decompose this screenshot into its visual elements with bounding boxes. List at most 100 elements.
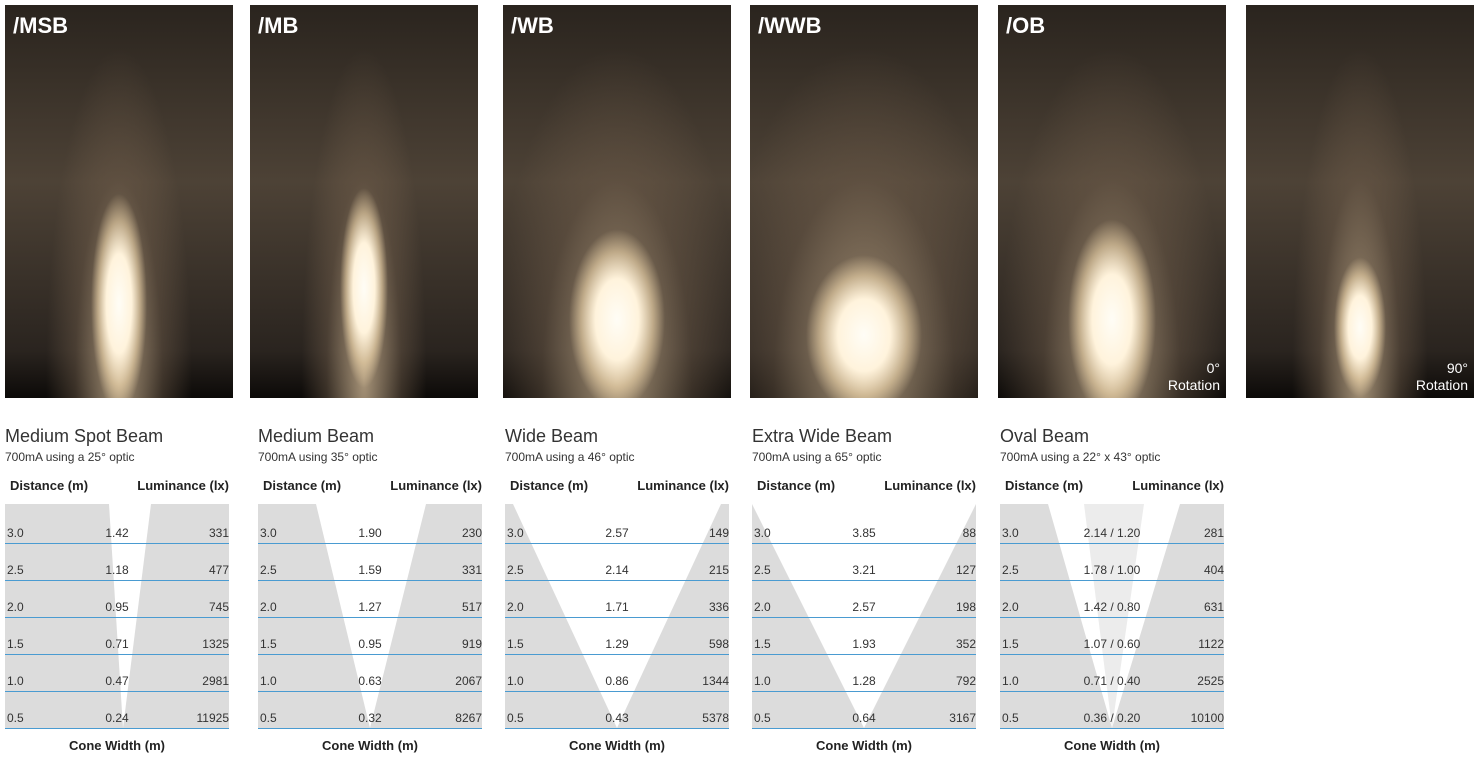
- luminance: 198: [955, 600, 976, 614]
- beam-code: /WB: [511, 13, 554, 38]
- cone-width: 2.14 / 1.20: [1083, 526, 1141, 540]
- header: Distance (m): [263, 478, 342, 493]
- table-row: 2.5 1.59 331: [258, 543, 482, 581]
- luminance: 2525: [1197, 674, 1224, 688]
- table-row: 1.0 0.71 / 0.40 2525: [1000, 654, 1224, 692]
- luminance: 517: [461, 600, 482, 614]
- beam-table: Extra Wide Beam 700mA using a 65° optic Di…: [752, 426, 976, 758]
- table-row: 0.5 0.64 3167: [752, 691, 976, 729]
- cone-width: 0.95: [358, 637, 382, 651]
- table-subtitle: 700mA using a 25° optic: [5, 450, 135, 464]
- distance: 1.0: [1002, 674, 1019, 688]
- distance: 1.0: [260, 674, 277, 688]
- table-row: 1.0 0.86 1344: [505, 654, 729, 692]
- luminance: 1122: [1198, 637, 1224, 651]
- cone-width: 1.93: [852, 637, 876, 651]
- luminance: 1325: [202, 637, 229, 651]
- table-subtitle: 700mA using a 65° optic: [752, 450, 882, 464]
- rotation-angle: 90°: [1446, 360, 1468, 376]
- distance: 3.0: [7, 526, 24, 540]
- cone-width: 0.24: [105, 711, 129, 725]
- distance: 2.0: [260, 600, 277, 614]
- table-row: 1.0 0.47 2981: [5, 654, 229, 692]
- table-title: Medium Beam: [258, 426, 375, 446]
- cone-width: 1.27: [358, 600, 382, 614]
- table-title: Wide Beam: [505, 426, 599, 446]
- luminance: 230: [461, 526, 482, 540]
- cone-width: 1.42 / 0.80: [1083, 600, 1141, 614]
- table-subtitle: 700mA using a 22° x 43° optic: [1000, 450, 1161, 464]
- table-row: 1.0 0.63 2067: [258, 654, 482, 692]
- table-row: 1.5 1.93 352: [752, 617, 976, 655]
- beam-table: Medium Beam 700mA using 35° optic Distance…: [258, 426, 482, 758]
- cone-width: 0.32: [358, 711, 382, 725]
- rotation-note: 90° Rotation: [1416, 360, 1468, 394]
- cone-width: 0.86: [605, 674, 629, 688]
- distance: 2.5: [1002, 563, 1019, 577]
- table-footer: Cone Width (m): [1064, 738, 1160, 753]
- header: Distance (m): [1005, 478, 1084, 493]
- distance: 2.0: [754, 600, 771, 614]
- beam-code: /OB: [1006, 13, 1046, 38]
- distance: 3.0: [507, 526, 524, 540]
- distance: 1.5: [1002, 637, 1019, 651]
- rotation-note: 0° Rotation: [1168, 360, 1220, 394]
- distance: 1.5: [260, 637, 277, 651]
- beam-image: 90° Rotation: [1246, 5, 1474, 398]
- table-row: 2.5 2.14 215: [505, 543, 729, 581]
- table-row: 2.5 1.18 477: [5, 543, 229, 581]
- beam-image: /WB: [503, 5, 731, 398]
- cone-width: 1.42: [105, 526, 129, 540]
- table-row: 2.5 3.21 127: [752, 543, 976, 581]
- header: Luminance (lx): [637, 478, 729, 493]
- distance: 0.5: [754, 711, 771, 725]
- distance: 2.5: [754, 563, 771, 577]
- luminance: 127: [955, 563, 976, 577]
- luminance: 11925: [196, 711, 229, 725]
- luminance: 404: [1203, 563, 1224, 577]
- cone-width: 0.63: [358, 674, 382, 688]
- table-title: Oval Beam: [1000, 426, 1090, 446]
- cone-diagram: [1000, 504, 1224, 728]
- rotation-angle: 0°: [1206, 360, 1220, 376]
- cone-width: 0.71 / 0.40: [1083, 674, 1141, 688]
- beam-image: /WWB: [750, 5, 978, 398]
- luminance: 477: [208, 563, 229, 577]
- header: Luminance (lx): [137, 478, 229, 493]
- table-row: 0.5 0.24 11925: [5, 691, 229, 729]
- table-title: Extra Wide Beam: [752, 426, 893, 446]
- luminance: 2981: [202, 674, 229, 688]
- distance: 1.5: [754, 637, 771, 651]
- distance: 3.0: [754, 526, 771, 540]
- header: Distance (m): [757, 478, 836, 493]
- distance: 2.0: [1002, 600, 1019, 614]
- distance: 1.0: [754, 674, 771, 688]
- distance: 0.5: [1002, 711, 1019, 725]
- beam-image: /MSB: [5, 5, 233, 398]
- table-row: 2.0 1.71 336: [505, 580, 729, 618]
- luminance: 792: [955, 674, 976, 688]
- distance: 0.5: [7, 711, 24, 725]
- cone-width: 1.29: [605, 637, 629, 651]
- table-row: 1.5 1.29 598: [505, 617, 729, 655]
- table-row: 2.0 2.57 198: [752, 580, 976, 618]
- distance: 2.5: [260, 563, 277, 577]
- rotation-text: Rotation: [1167, 377, 1220, 393]
- beam-code: /WWB: [758, 13, 822, 38]
- cone-diagram: [5, 504, 229, 728]
- distance: 0.5: [260, 711, 277, 725]
- cone-width: 1.18: [105, 563, 129, 577]
- luminance: 10100: [1190, 711, 1224, 725]
- cone-gap: [513, 504, 721, 728]
- beam-image: /MB: [250, 5, 478, 398]
- luminance: 149: [708, 526, 729, 540]
- cone-width: 2.57: [852, 600, 876, 614]
- luminance: 598: [708, 637, 729, 651]
- luminance: 631: [1203, 600, 1224, 614]
- table-subtitle: 700mA using 35° optic: [258, 450, 378, 464]
- distance: 0.5: [507, 711, 524, 725]
- table-title: Medium Spot Beam: [5, 426, 164, 446]
- table-row: 3.0 2.14 / 1.20 281: [1000, 506, 1224, 544]
- table-row: 1.5 0.95 919: [258, 617, 482, 655]
